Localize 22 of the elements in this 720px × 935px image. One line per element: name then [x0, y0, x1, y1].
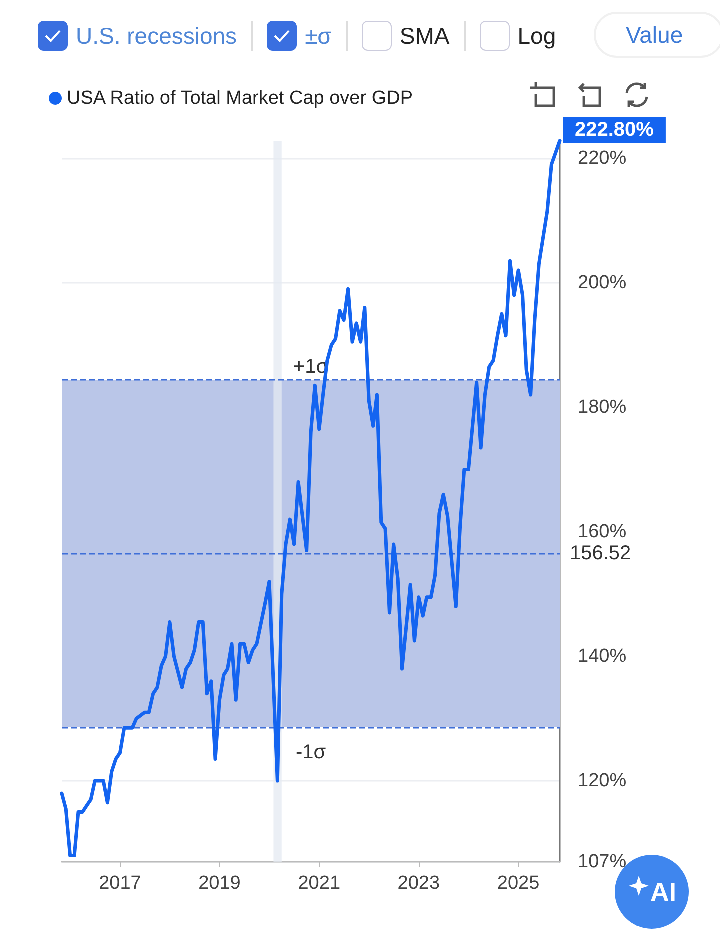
x-tick-label: 2021: [298, 873, 341, 894]
y-tick-label: 200%: [578, 272, 627, 294]
text: U.S. recessions: [76, 22, 238, 50]
y-tick-label: 107%: [578, 852, 627, 872]
text: Log: [518, 22, 556, 50]
legend-label: USA Ratio of Total Market Cap over GDP: [67, 88, 414, 109]
text: Value: [594, 12, 720, 58]
y-tick-label: 160%: [578, 522, 627, 543]
y-tick-label: 140%: [578, 646, 627, 668]
text: ±σ: [305, 22, 332, 50]
x-tick-label: 2019: [198, 873, 241, 894]
y-tick-label: 180%: [578, 396, 627, 418]
y-tick-label: 120%: [578, 770, 627, 792]
ref-line-label: 156.52: [570, 542, 632, 565]
text: AI: [650, 876, 676, 908]
text: SMA: [400, 22, 450, 50]
x-tick-label: 2017: [99, 873, 142, 894]
x-tick-label: 2023: [398, 873, 440, 894]
data-label: 222.80%: [575, 119, 654, 141]
x-tick-label: 2025: [497, 873, 540, 894]
ref-line-label: -1σ: [296, 742, 327, 764]
y-tick-label: 220%: [578, 148, 627, 169]
